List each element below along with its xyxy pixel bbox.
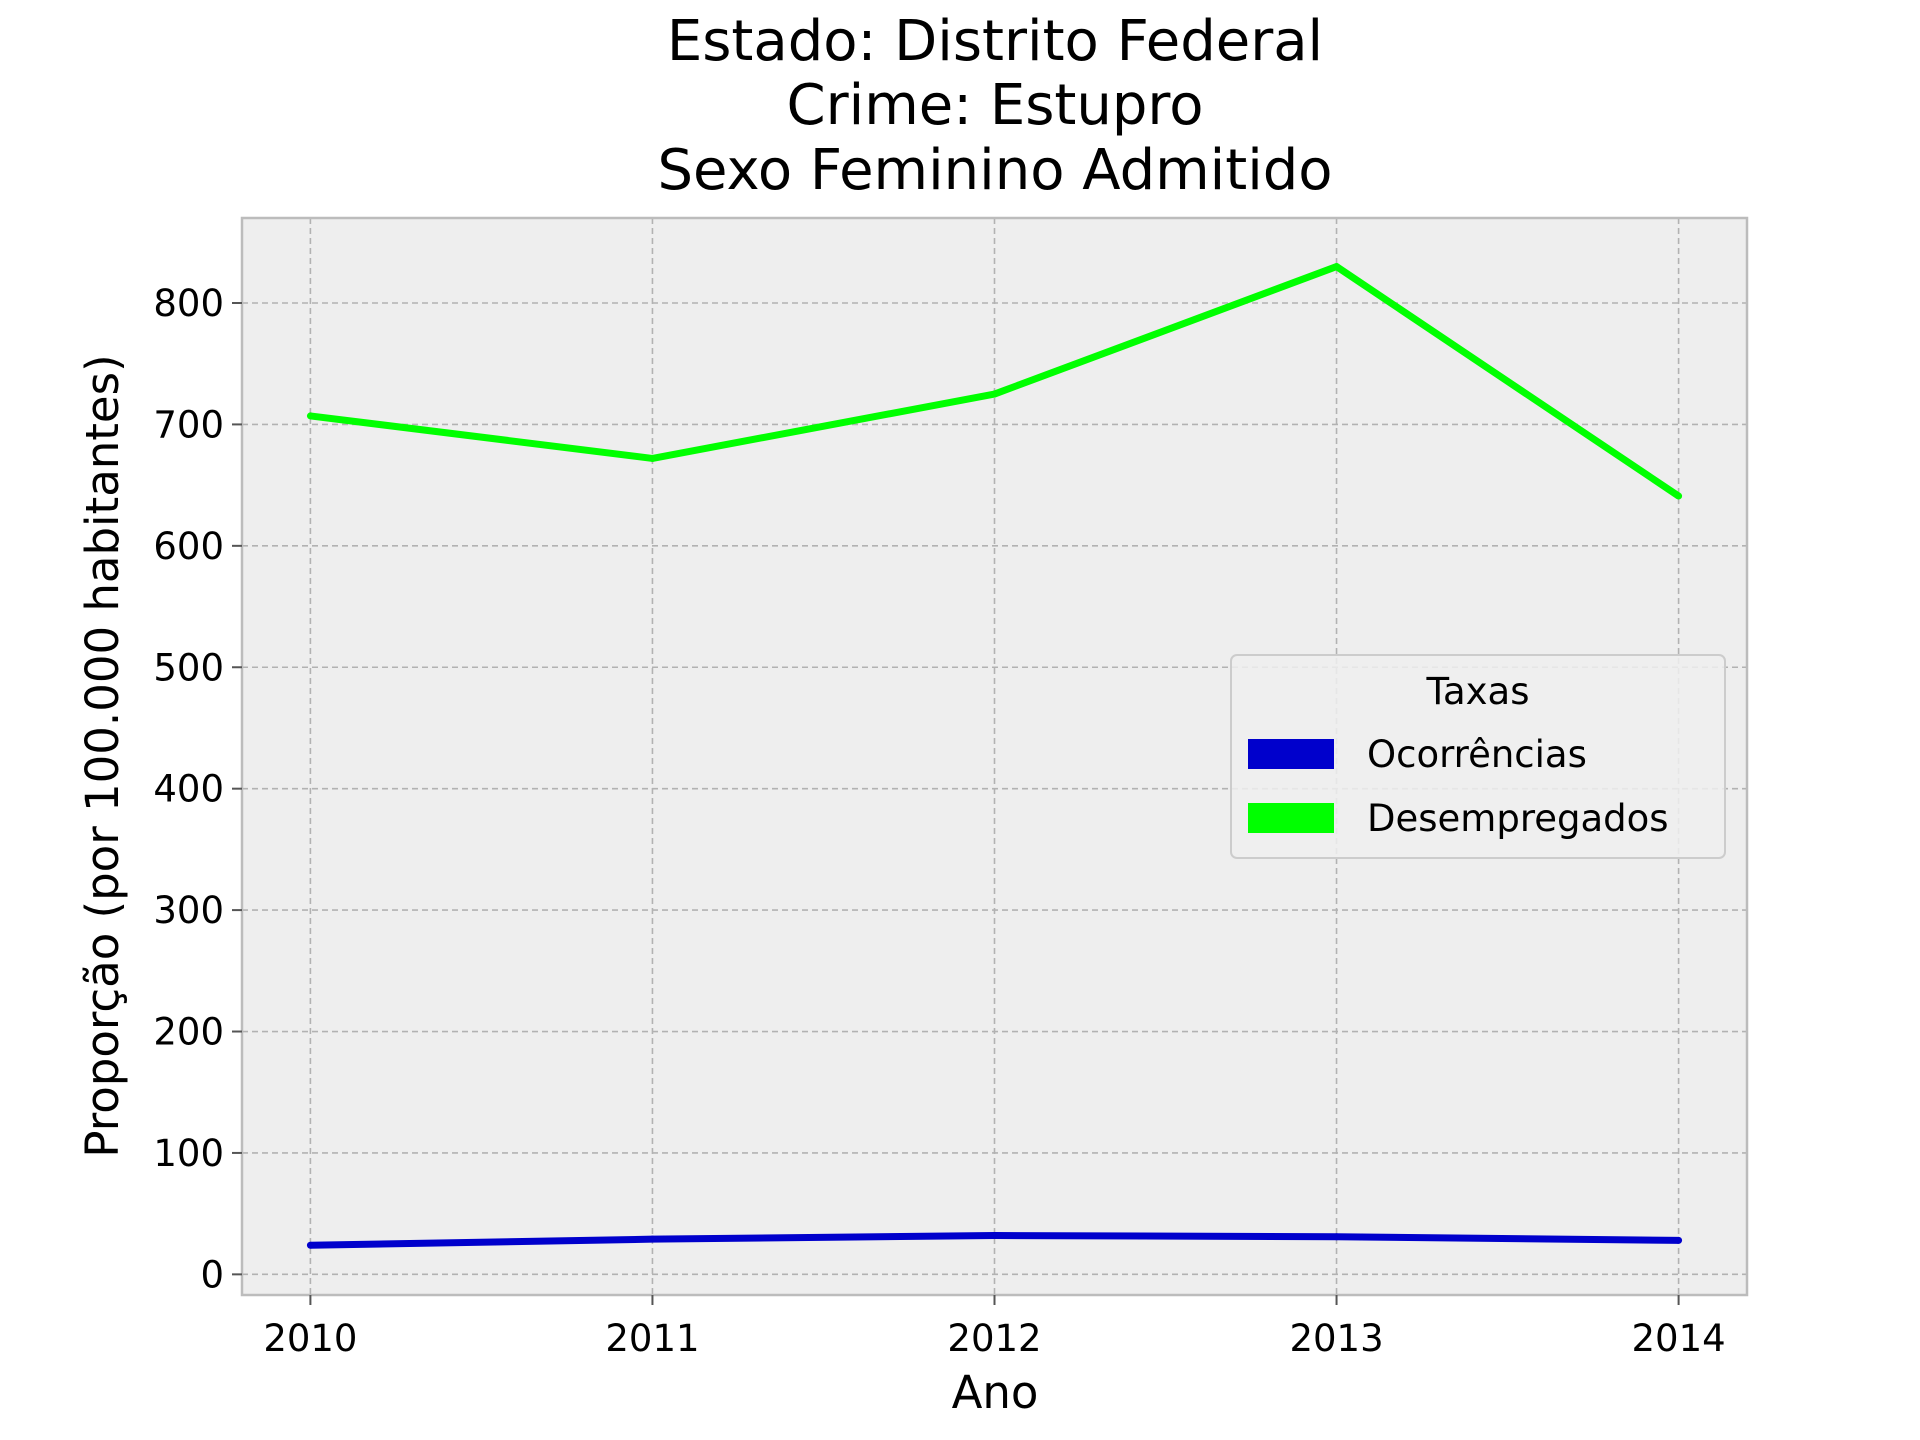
y-tick-label: 500 [153, 646, 224, 689]
data-point [991, 1232, 998, 1240]
data-point [1333, 263, 1341, 271]
data-point [306, 412, 314, 420]
legend-swatch-ocorrencias [1248, 739, 1334, 769]
x-axis-ticks: 2010 2011 2012 2013 2014 [263, 1295, 1726, 1360]
data-point [1675, 1236, 1683, 1244]
y-axis-label: Proporção (por 100.000 habitantes) [76, 354, 129, 1157]
x-tick-label: 2011 [605, 1317, 699, 1360]
x-tick-label: 2012 [947, 1317, 1041, 1360]
x-axis-label: Ano [952, 1366, 1039, 1419]
legend-swatch-desempregados [1248, 803, 1334, 833]
y-tick-label: 0 [200, 1253, 224, 1296]
data-point [1333, 1233, 1341, 1241]
legend-label-ocorrencias: Ocorrências [1367, 733, 1587, 776]
y-axis-ticks: 0 100 200 300 400 500 600 700 800 [153, 282, 242, 1296]
legend-title: Taxas [1426, 670, 1530, 713]
title-line-1: Estado: Distrito Federal [667, 9, 1323, 74]
y-tick-label: 600 [153, 525, 224, 568]
x-tick-label: 2010 [263, 1317, 357, 1360]
data-point [991, 390, 998, 398]
legend-box [1230, 654, 1726, 859]
y-tick-label: 100 [153, 1132, 224, 1175]
x-tick-label: 2014 [1632, 1317, 1726, 1360]
grid-lines [242, 218, 1747, 1295]
data-point [648, 454, 656, 462]
data-point [648, 1235, 656, 1243]
data-point [1675, 492, 1683, 500]
legend: Taxas Ocorrências Desempregados [1230, 654, 1726, 859]
series-layer [306, 263, 1683, 1249]
y-tick-label: 800 [153, 282, 224, 325]
data-point [306, 1241, 314, 1249]
x-tick-label: 2013 [1289, 1317, 1383, 1360]
title-line-3: Sexo Feminino Admitido [657, 138, 1332, 203]
y-tick-label: 700 [153, 403, 224, 446]
legend-label-desempregados: Desempregados [1367, 797, 1669, 840]
y-tick-label: 200 [153, 1011, 224, 1054]
title-line-2: Crime: Estupro [787, 73, 1204, 138]
y-tick-label: 400 [153, 768, 224, 811]
y-tick-label: 300 [153, 889, 224, 932]
chart-title: Estado: Distrito Federal Crime: Estupro … [657, 9, 1332, 203]
